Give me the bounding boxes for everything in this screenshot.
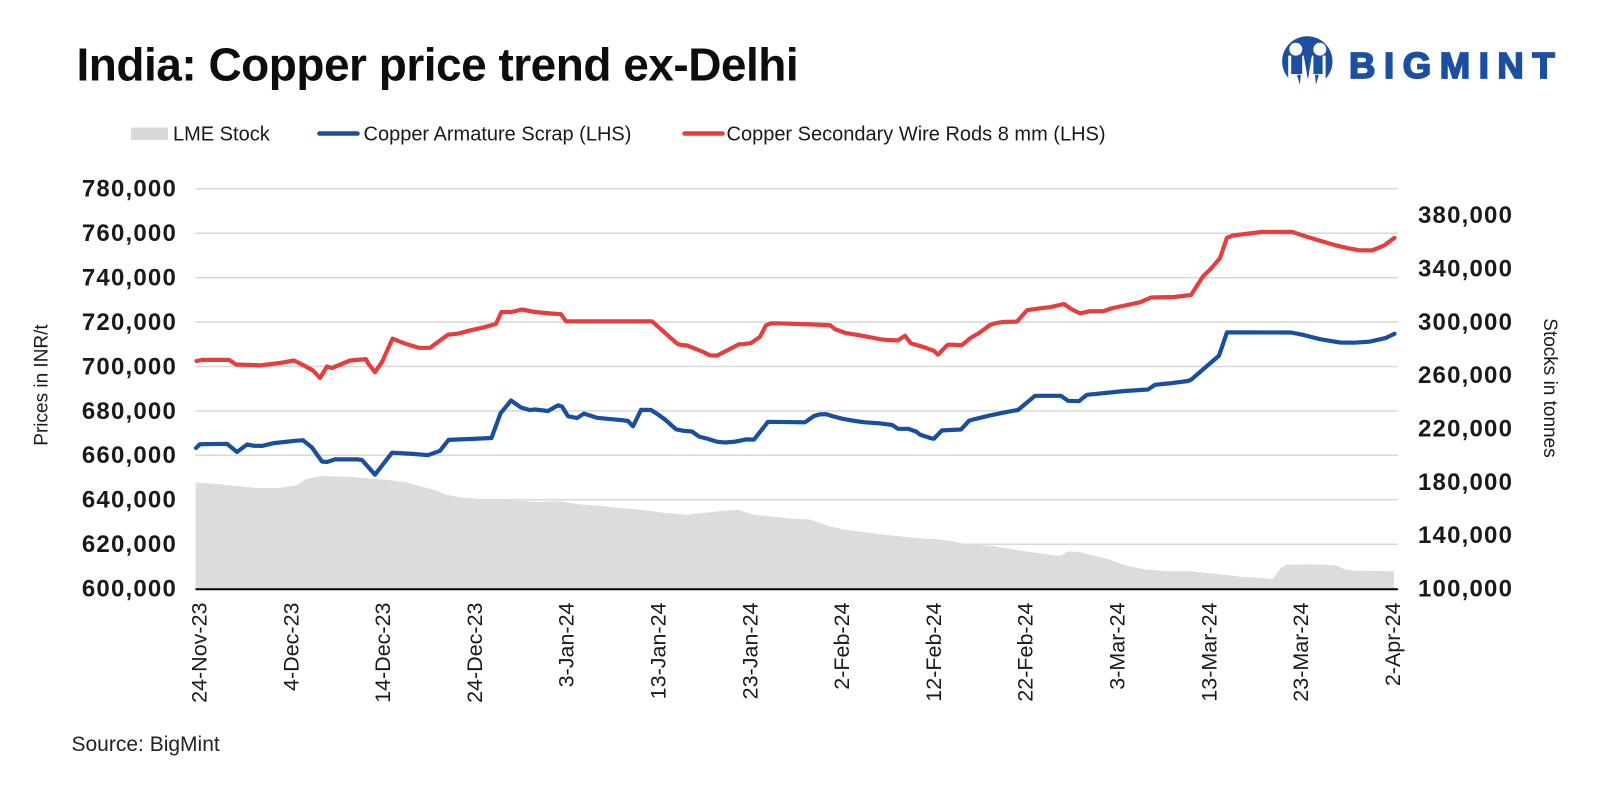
- svg-text:720,000: 720,000: [82, 309, 177, 336]
- svg-text:660,000: 660,000: [82, 442, 177, 469]
- svg-text:300,000: 300,000: [1418, 309, 1513, 336]
- svg-text:640,000: 640,000: [82, 487, 177, 514]
- svg-text:180,000: 180,000: [1418, 469, 1513, 496]
- svg-text:Prices in INR/t: Prices in INR/t: [32, 324, 53, 446]
- svg-text:24-Nov-23: 24-Nov-23: [188, 602, 212, 702]
- svg-text:BIGMINT: BIGMINT: [1349, 45, 1563, 86]
- svg-text:100,000: 100,000: [1418, 576, 1513, 603]
- svg-text:India: Copper price trend ex-D: India: Copper price trend ex-Delhi: [77, 39, 799, 91]
- svg-text:13-Jan-24: 13-Jan-24: [647, 602, 671, 699]
- svg-text:760,000: 760,000: [82, 220, 177, 247]
- svg-text:4-Dec-23: 4-Dec-23: [279, 602, 303, 690]
- svg-text:Stocks in tonnes: Stocks in tonnes: [1539, 318, 1560, 457]
- svg-text:620,000: 620,000: [82, 531, 177, 558]
- svg-text:Source: BigMint: Source: BigMint: [72, 733, 220, 756]
- svg-text:3-Jan-24: 3-Jan-24: [555, 602, 579, 687]
- svg-text:14-Dec-23: 14-Dec-23: [371, 602, 395, 702]
- svg-text:24-Dec-23: 24-Dec-23: [463, 602, 487, 702]
- svg-text:23-Jan-24: 23-Jan-24: [738, 602, 762, 699]
- svg-text:2-Feb-24: 2-Feb-24: [830, 602, 854, 689]
- svg-text:780,000: 780,000: [82, 176, 177, 203]
- svg-text:140,000: 140,000: [1418, 522, 1513, 549]
- svg-text:700,000: 700,000: [82, 353, 177, 380]
- svg-text:Copper Secondary Wire Rods 8 m: Copper Secondary Wire Rods 8 mm (LHS): [727, 124, 1106, 146]
- svg-text:12-Feb-24: 12-Feb-24: [922, 602, 946, 701]
- svg-text:Copper Armature Scrap (LHS): Copper Armature Scrap (LHS): [364, 124, 632, 146]
- svg-text:13-Mar-24: 13-Mar-24: [1197, 602, 1221, 701]
- svg-text:23-Mar-24: 23-Mar-24: [1289, 602, 1313, 701]
- svg-text:380,000: 380,000: [1418, 202, 1513, 229]
- svg-text:LME Stock: LME Stock: [173, 124, 271, 146]
- svg-text:340,000: 340,000: [1418, 256, 1513, 283]
- svg-text:3-Mar-24: 3-Mar-24: [1106, 602, 1130, 689]
- svg-text:740,000: 740,000: [82, 265, 177, 292]
- svg-text:22-Feb-24: 22-Feb-24: [1014, 602, 1038, 701]
- svg-text:680,000: 680,000: [82, 398, 177, 425]
- svg-text:2-Apr-24: 2-Apr-24: [1381, 602, 1405, 686]
- svg-text:260,000: 260,000: [1418, 362, 1513, 389]
- svg-text:220,000: 220,000: [1418, 416, 1513, 443]
- svg-text:600,000: 600,000: [82, 576, 177, 603]
